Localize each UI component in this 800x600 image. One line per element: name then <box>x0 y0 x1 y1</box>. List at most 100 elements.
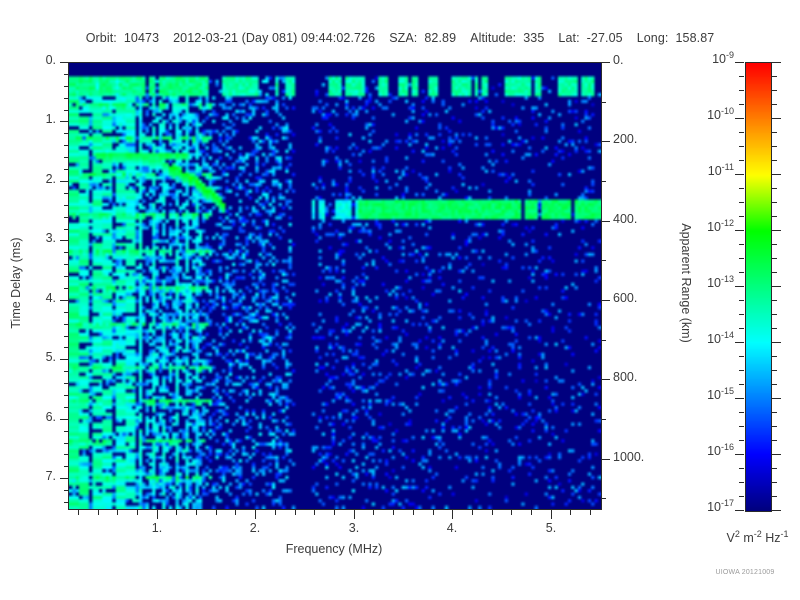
colorbar-minor-tick <box>739 426 744 427</box>
y-axis-minor-tick <box>64 431 68 432</box>
colorbar-minor-tick-right <box>772 104 777 105</box>
colorbar-minor-tick <box>739 202 744 203</box>
colorbar-minor-tick-right <box>772 202 777 203</box>
x-axis-tick-label: 2. <box>249 521 261 535</box>
colorbar-minor-tick-right <box>772 314 777 315</box>
colorbar-major-tick <box>735 510 744 511</box>
y-axis-major-tick <box>60 121 68 122</box>
y2-axis-minor-tick <box>602 181 606 182</box>
y2-axis-minor-tick <box>602 340 606 341</box>
y-axis-major-tick <box>60 478 68 479</box>
y2-axis-tick-label: 800. <box>613 370 638 384</box>
y-axis-minor-tick <box>64 217 68 218</box>
colorbar-minor-tick-right <box>772 412 777 413</box>
colorbar-major-tick <box>735 454 744 455</box>
y2-axis-major-tick <box>602 300 610 301</box>
y2-axis-major-tick <box>602 62 610 63</box>
colorbar-major-tick-right <box>772 510 781 511</box>
credit-stamp: UIOWA 20121009 <box>715 569 775 576</box>
y-axis-minor-tick <box>64 336 68 337</box>
colorbar-minor-tick <box>739 188 744 189</box>
y2-axis-tick-label: 600. <box>613 291 638 305</box>
x-axis-minor-tick <box>98 510 99 515</box>
colorbar-tick-label: 10-17 <box>707 497 734 514</box>
colorbar-minor-tick-right <box>772 356 777 357</box>
colorbar-minor-tick-right <box>772 426 777 427</box>
long-label: Long: <box>636 31 669 45</box>
colorbar-minor-tick <box>739 440 744 441</box>
y2-axis-minor-tick <box>602 102 606 103</box>
y-axis-minor-tick <box>64 466 68 467</box>
colorbar-minor-tick <box>739 412 744 413</box>
y-axis-minor-tick <box>64 252 68 253</box>
x-axis-minor-tick <box>235 510 236 515</box>
colorbar-minor-tick <box>739 356 744 357</box>
colorbar-units-label: V2 m-2 Hz-1 <box>726 528 789 545</box>
colorbar-minor-tick-right <box>772 468 777 469</box>
x-axis-minor-tick <box>216 510 217 515</box>
y2-axis-major-tick <box>602 459 610 460</box>
colorbar-tick-label: 10-12 <box>707 217 734 234</box>
colorbar-minor-tick-right <box>772 440 777 441</box>
x-axis-tick-label: 5. <box>545 521 557 535</box>
colorbar-major-tick <box>735 118 744 119</box>
colorbar-tick-label: 10-9 <box>712 49 734 66</box>
y-axis-minor-tick <box>64 490 68 491</box>
colorbar-minor-tick-right <box>772 216 777 217</box>
colorbar-minor-tick <box>739 384 744 385</box>
colorbar-minor-tick-right <box>772 188 777 189</box>
colorbar-minor-tick <box>739 272 744 273</box>
x-axis-minor-tick <box>531 510 532 515</box>
x-axis-minor-tick <box>393 510 394 515</box>
x-axis-minor-tick <box>570 510 571 515</box>
colorbar-major-tick <box>735 342 744 343</box>
colorbar-minor-tick-right <box>772 300 777 301</box>
colorbar-minor-tick-right <box>772 90 777 91</box>
x-axis-minor-tick <box>334 510 335 515</box>
colorbar-minor-tick <box>739 482 744 483</box>
colorbar-major-tick-right <box>772 342 781 343</box>
y-axis-tick-label: 3. <box>45 231 56 245</box>
y-axis-major-tick <box>60 419 68 420</box>
colorbar-minor-tick-right <box>772 370 777 371</box>
y-axis-minor-tick <box>64 229 68 230</box>
lat-value: -27.05 <box>586 31 623 45</box>
ionogram-plot-area <box>68 62 602 510</box>
colorbar-tick-label: 10-15 <box>707 385 734 402</box>
y2-axis-tick-label: 200. <box>613 132 638 146</box>
colorbar-minor-tick <box>739 104 744 105</box>
x-axis-title-frequency: Frequency (MHz) <box>285 542 383 556</box>
colorbar-major-tick <box>735 230 744 231</box>
colorbar-minor-tick <box>739 328 744 329</box>
y-axis-minor-tick <box>64 324 68 325</box>
y-axis-tick-label: 0. <box>45 53 56 67</box>
y-axis-minor-tick <box>64 371 68 372</box>
colorbar-major-tick <box>735 286 744 287</box>
y-axis-minor-tick <box>64 86 68 87</box>
colorbar-minor-tick <box>739 300 744 301</box>
x-axis-minor-tick <box>117 510 118 515</box>
y-axis-tick-label: 2. <box>45 172 56 186</box>
y-axis-major-tick <box>60 359 68 360</box>
colorbar-minor-tick <box>739 468 744 469</box>
colorbar-minor-tick-right <box>772 258 777 259</box>
x-axis-minor-tick <box>314 510 315 515</box>
colorbar-minor-tick <box>739 370 744 371</box>
colorbar-major-tick-right <box>772 118 781 119</box>
x-axis-minor-tick <box>275 510 276 515</box>
colorbar-minor-tick <box>739 496 744 497</box>
y-axis-major-tick <box>60 181 68 182</box>
y-axis-minor-tick <box>64 395 68 396</box>
y-axis-minor-tick <box>64 383 68 384</box>
altitude-label: Altitude: <box>470 31 517 45</box>
x-axis-minor-tick <box>78 510 79 515</box>
x-axis-minor-tick <box>413 510 414 515</box>
y-axis-minor-tick <box>64 347 68 348</box>
x-axis-major-tick <box>354 510 355 519</box>
y-axis-minor-tick <box>64 169 68 170</box>
altitude-value: 335 <box>523 31 545 45</box>
colorbar-minor-tick <box>739 132 744 133</box>
x-axis-major-tick <box>255 510 256 519</box>
colorbar-major-tick <box>735 398 744 399</box>
colorbar-minor-tick-right <box>772 482 777 483</box>
